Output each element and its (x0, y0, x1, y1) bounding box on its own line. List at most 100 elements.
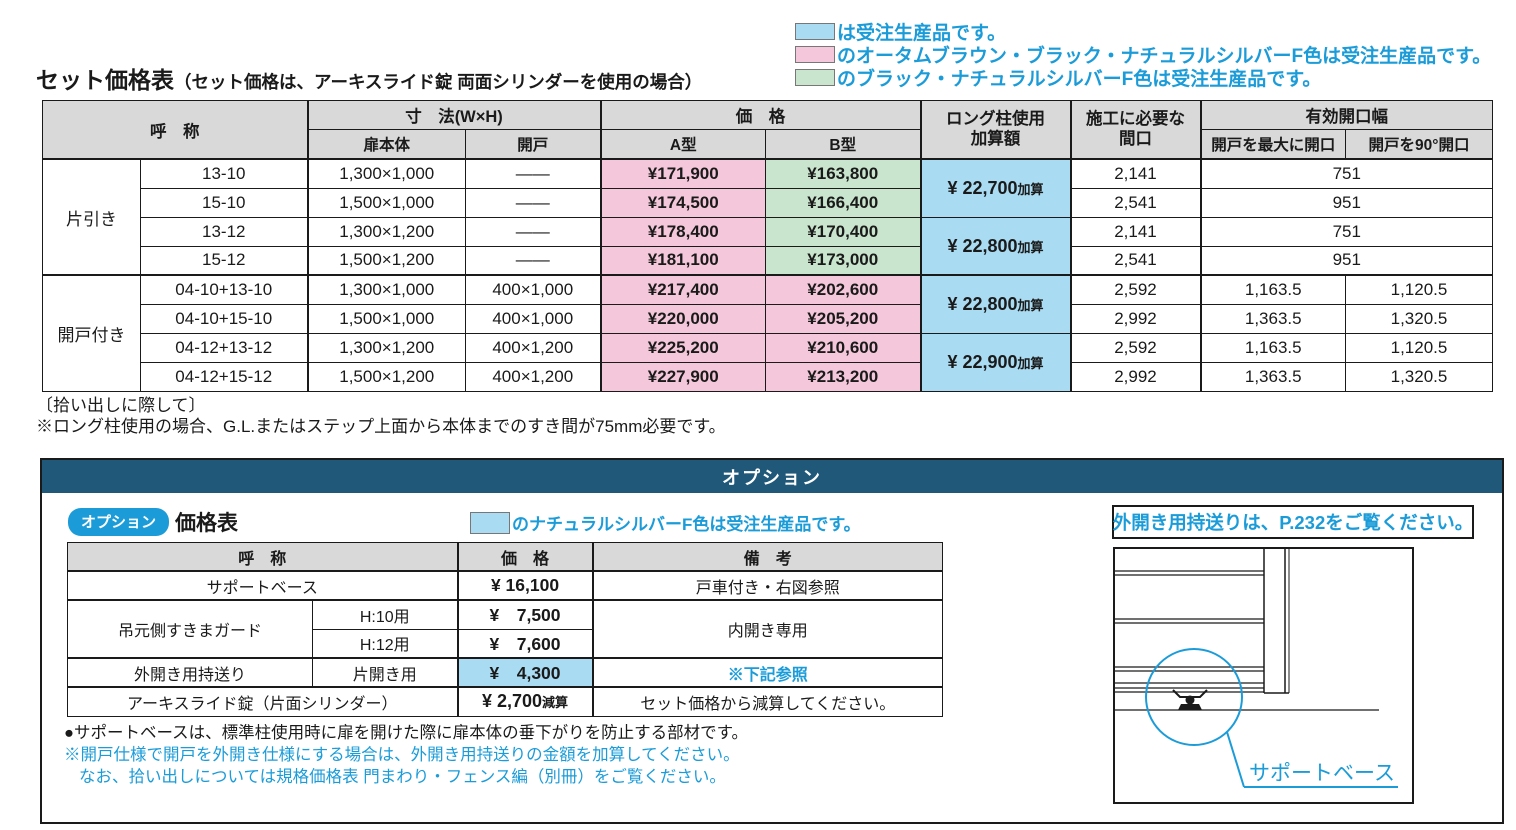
note-line: ※ロング柱使用の場合、G.L.またはステップ上面から本体までのすき間が75mm必… (36, 417, 726, 436)
hinged-size-cell: —— (465, 216, 601, 247)
option-legend: のナチュラルシルバーF色は受注生産品です。 (470, 510, 861, 535)
add-amount: ¥ 22,700 (947, 178, 1018, 199)
option-remark-cell: セット価格から減算してください。 (591, 686, 944, 717)
table-row: 片引き 13-10 1,300×1,000 —— ¥171,900 ¥163,8… (42, 158, 1493, 276)
header-name: 呼 称 (42, 100, 308, 160)
effective-max-cell: 1,163.5 (1199, 332, 1346, 363)
highlight-circle (1145, 648, 1243, 746)
hinged-size-cell: —— (465, 158, 601, 189)
add-amount: ¥ 22,800 (947, 294, 1018, 315)
price-a-cell: ¥225,200 (599, 332, 766, 363)
option-price-cell: ¥ 7,500 (456, 599, 594, 630)
set-price-table: 呼 称 寸 法(W×H) 価 格 ロング柱使用 加算額 施工に必要な 間口 有効… (42, 100, 1493, 392)
add-amount: ¥ 22,800 (947, 235, 1018, 256)
table-row: サポートベース ¥ 16,100 戸車付き・右図参照 (66, 570, 944, 601)
long-pillar-add-cell: ¥ 22,800加算 (919, 216, 1072, 276)
price-b-cell: ¥202,600 (765, 274, 921, 305)
table-row: 13-12 1,300×1,200 —— ¥178,400 ¥170,400 ¥… (43, 216, 1493, 276)
long-pillar-add-cell: ¥ 22,800加算 (919, 274, 1072, 334)
add-amount: ¥ 22,900 (947, 352, 1018, 372)
price-b-cell: ¥205,200 (765, 303, 921, 334)
green-swatch-icon (795, 69, 835, 86)
group-label: 開戸付き (42, 274, 141, 392)
price-b-cell: ¥163,800 (765, 158, 921, 189)
pink-swatch-icon (795, 46, 835, 63)
option-name-cell: サポートベース (66, 570, 459, 601)
option-section: オプション オプション 価格表 のナチュラルシルバーF色は受注生産品です。 呼 … (40, 458, 1504, 824)
option-table-title: 価格表 (175, 512, 239, 535)
name-cell: 04-12+15-12 (140, 361, 308, 392)
add-suffix: 加算 (1017, 298, 1044, 314)
option-badge: オプション (68, 508, 170, 536)
option-sub-cell: H:12用 (311, 628, 459, 659)
name-cell: 13-10 (140, 158, 308, 189)
table-row: 04-12+15-12 1,500×1,200 400×1,200 ¥227,9… (43, 361, 1493, 392)
table-row: 04-12+13-12 1,300×1,200 400×1,200 ¥225,2… (43, 332, 1493, 392)
header-size-hinged: 開戸 (465, 129, 601, 160)
opening-cell: 2,992 (1070, 361, 1201, 392)
legend-item: は受注生産品です。 (795, 20, 1491, 44)
door-size-cell: 1,500×1,200 (306, 361, 466, 392)
blue-swatch-icon (470, 511, 510, 534)
door-size-cell: 1,500×1,200 (306, 245, 466, 276)
color-legend: は受注生産品です。 のオータムブラウン・ブラック・ナチュラルシルバーF色は受注生… (795, 20, 1492, 90)
option-name-cell: 吊元側すきまガード (67, 599, 313, 659)
note-line: なお、拾い出しについては規格価格表 門まわり・フェンス編（別冊）をご覧ください。 (79, 768, 726, 786)
opening-cell: 2,541 (1070, 245, 1201, 276)
door-size-cell: 1,300×1,000 (306, 158, 466, 189)
header-size: 寸 法(W×H) (306, 100, 601, 130)
door-size-cell: 1,300×1,000 (306, 274, 466, 305)
name-cell: 13-12 (140, 216, 308, 247)
effective-max-cell: 1,363.5 (1199, 361, 1346, 392)
header-price-b: B型 (765, 129, 921, 160)
price-b-cell: ¥170,400 (765, 216, 921, 247)
price-b-cell: ¥213,200 (765, 361, 921, 392)
note-line: ※開戸仕様で開戸を外開き仕様にする場合は、外開き用持送りの金額を加算してください… (64, 746, 740, 764)
add-suffix: 加算 (1017, 356, 1044, 371)
legend-label: のオータムブラウン・ブラック・ナチュラルシルバーF色は受注生産品です。 (837, 46, 1492, 67)
option-sub-cell: 片開き用 (311, 657, 459, 688)
header-opening: 施工に必要な 間口 (1069, 100, 1201, 160)
reference-note: 外開き用持送りは、P.232をご覧ください。 (1112, 512, 1474, 533)
deduct-suffix: 減算 (542, 695, 569, 711)
door-size-cell: 1,300×1,200 (306, 216, 466, 247)
option-price-table: 呼 称 価 格 備 考 サポートベース ¥ 16,100 戸車付き・右図参照 吊… (66, 542, 944, 717)
hinged-size-cell: —— (465, 187, 601, 218)
effective-90-cell: 1,120.5 (1345, 332, 1493, 363)
opening-cell: 2,592 (1070, 332, 1201, 363)
name-cell: 04-10+15-10 (140, 303, 308, 334)
header-effective-width: 有効開口幅 (1199, 100, 1493, 130)
effective-90-cell: 1,320.5 (1345, 303, 1493, 334)
long-pillar-add-cell: ¥ 22,900加算 (919, 332, 1072, 392)
table-row: 15-12 1,500×1,200 —— ¥181,100 ¥173,000 2… (43, 245, 1493, 276)
opening-cell: 2,592 (1070, 274, 1201, 305)
hinged-size-cell: —— (465, 245, 601, 276)
option-legend-label: のナチュラルシルバーF色は受注生産品です。 (512, 515, 861, 534)
group-label: 片引き (42, 158, 141, 276)
set-price-notes: 〔拾い出しに際して〕 ※ロング柱使用の場合、G.L.またはステップ上面から本体ま… (36, 395, 726, 437)
add-suffix: 加算 (1017, 182, 1044, 198)
diagram-label: サポートベース (1249, 762, 1395, 785)
option-price-cell: ¥ 7,600 (456, 628, 594, 659)
hinged-size-cell: 400×1,000 (465, 274, 601, 305)
effective-90-cell: 1,320.5 (1345, 361, 1493, 392)
effective-width-cell: 751 (1199, 216, 1493, 247)
add-suffix: 加算 (1017, 239, 1044, 255)
option-price-cell: ¥ 4,300 (456, 657, 594, 688)
leader-line (1226, 731, 1398, 788)
name-cell: 15-12 (140, 245, 308, 276)
header-price: 価 格 (456, 542, 594, 572)
page-title: セット価格表 (36, 67, 174, 93)
legend-label: のブラック・ナチュラルシルバーF色は受注生産品です。 (837, 69, 1322, 90)
support-base-part (1172, 689, 1208, 710)
legend-item: のブラック・ナチュラルシルバーF色は受注生産品です。 (795, 66, 1491, 90)
price-a-cell: ¥178,400 (599, 216, 766, 247)
blue-swatch-icon (795, 23, 835, 40)
table-row: 04-10+15-10 1,500×1,000 400×1,000 ¥220,0… (43, 303, 1493, 334)
header-remark: 備 考 (591, 542, 944, 572)
opening-cell: 2,992 (1070, 303, 1201, 334)
table-row: 吊元側すきまガード H:10用 ¥ 7,500 内開き専用 (67, 599, 944, 659)
price-a-cell: ¥174,500 (599, 187, 766, 218)
name-cell: 04-10+13-10 (140, 274, 308, 305)
